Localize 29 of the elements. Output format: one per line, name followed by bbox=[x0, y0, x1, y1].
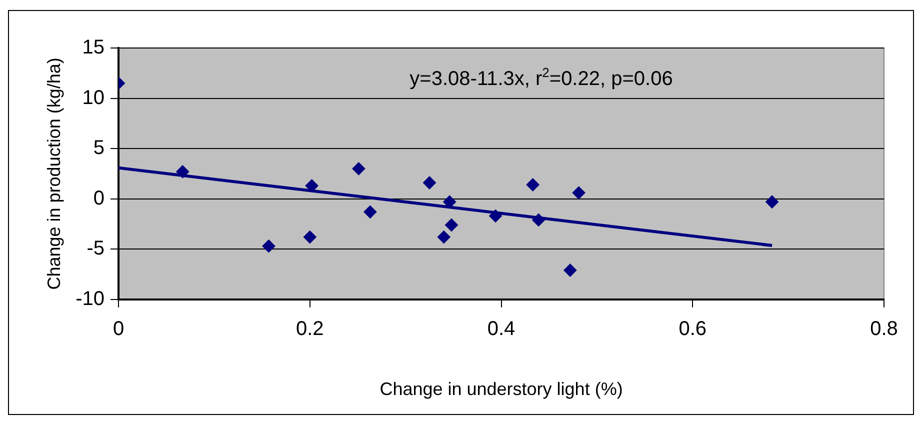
x-axis-title: Change in understory light (%) bbox=[380, 379, 623, 400]
point bbox=[532, 213, 546, 226]
x-tick-label: 0.8 bbox=[870, 318, 898, 340]
point bbox=[564, 264, 577, 277]
point bbox=[364, 205, 377, 218]
y-tick-label: -5 bbox=[86, 238, 105, 260]
point bbox=[489, 209, 502, 222]
point bbox=[437, 230, 450, 244]
x-tick-label: 0.2 bbox=[296, 318, 324, 340]
y-tick-label: 0 bbox=[93, 187, 105, 210]
y-tick-label: 15 bbox=[82, 36, 105, 59]
point bbox=[352, 162, 366, 176]
x-tick-label: 0.4 bbox=[487, 318, 516, 340]
x-tick-label: 0.6 bbox=[678, 318, 707, 340]
point bbox=[422, 176, 436, 190]
point bbox=[176, 165, 190, 178]
point bbox=[526, 178, 540, 192]
x-tick-label: 0 bbox=[112, 318, 124, 340]
point bbox=[262, 240, 276, 253]
y-tick-label: 5 bbox=[93, 137, 105, 160]
point bbox=[305, 179, 318, 192]
point bbox=[572, 186, 586, 200]
y-axis-title: Change in production (kg/ha) bbox=[44, 58, 64, 290]
y-tick-label: 10 bbox=[82, 86, 105, 109]
point bbox=[443, 195, 456, 208]
y-tick-label: -10 bbox=[76, 288, 105, 310]
point bbox=[303, 230, 316, 244]
point bbox=[766, 195, 779, 208]
point bbox=[444, 218, 458, 232]
